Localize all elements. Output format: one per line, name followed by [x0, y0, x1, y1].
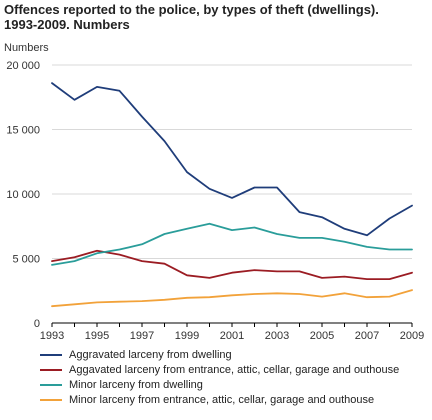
legend-swatch	[40, 398, 62, 401]
chart-title-line-1: Offences reported to the police, by type…	[4, 2, 379, 17]
x-axis-ticks: 1993 1995 1997 1999 2001 2003 2005 2007 2009	[40, 323, 424, 342]
gridlines	[52, 64, 412, 259]
series-lines	[51, 82, 413, 308]
series-line-3	[51, 222, 413, 266]
chart-title-line-2: 1993-2009. Numbers	[4, 17, 130, 32]
legend-swatch	[40, 383, 62, 386]
y-tick-label: 10 000	[6, 189, 40, 201]
series-line-2	[51, 249, 413, 281]
x-tick-label: 2001	[220, 330, 244, 342]
y-axis-ticks: 0 5 000 10 000 15 000 20 000	[6, 60, 40, 330]
y-axis-unit-label: Numbers	[4, 42, 49, 54]
y-tick-label: 20 000	[6, 60, 40, 72]
x-tick-label: 2003	[265, 330, 289, 342]
legend-label: Aggavated larceny from entrance, attic, …	[69, 363, 400, 376]
x-tick-label: 1993	[40, 330, 64, 342]
x-tick-label: 1999	[175, 330, 199, 342]
legend-item-4: Minor larceny from entrance, attic, cell…	[40, 392, 430, 407]
legend-label: Aggravated larceny from dwelling	[69, 348, 232, 361]
x-tick-label: 2009	[400, 330, 424, 342]
legend-label: Minor larceny from dwelling	[69, 378, 203, 391]
x-tick-label: 2005	[310, 330, 334, 342]
y-tick-label: 5 000	[12, 254, 40, 266]
series-line-1	[51, 82, 413, 237]
x-tick-label: 1997	[130, 330, 154, 342]
y-tick-label: 15 000	[6, 125, 40, 137]
legend-item-3: Minor larceny from dwelling	[40, 377, 430, 392]
legend-swatch	[40, 368, 62, 371]
series-line-4	[51, 289, 413, 308]
legend-item-1: Aggravated larceny from dwelling	[40, 347, 430, 362]
x-tick-label: 2007	[355, 330, 379, 342]
x-tick-label: 1995	[85, 330, 109, 342]
chart-title: Offences reported to the police, by type…	[4, 2, 428, 32]
legend-label: Minor larceny from entrance, attic, cell…	[69, 393, 375, 406]
legend: Aggravated larceny from dwelling Aggavate…	[40, 347, 430, 407]
legend-item-2: Aggavated larceny from entrance, attic, …	[40, 362, 430, 377]
legend-swatch	[40, 353, 62, 356]
y-tick-label: 0	[34, 318, 40, 330]
